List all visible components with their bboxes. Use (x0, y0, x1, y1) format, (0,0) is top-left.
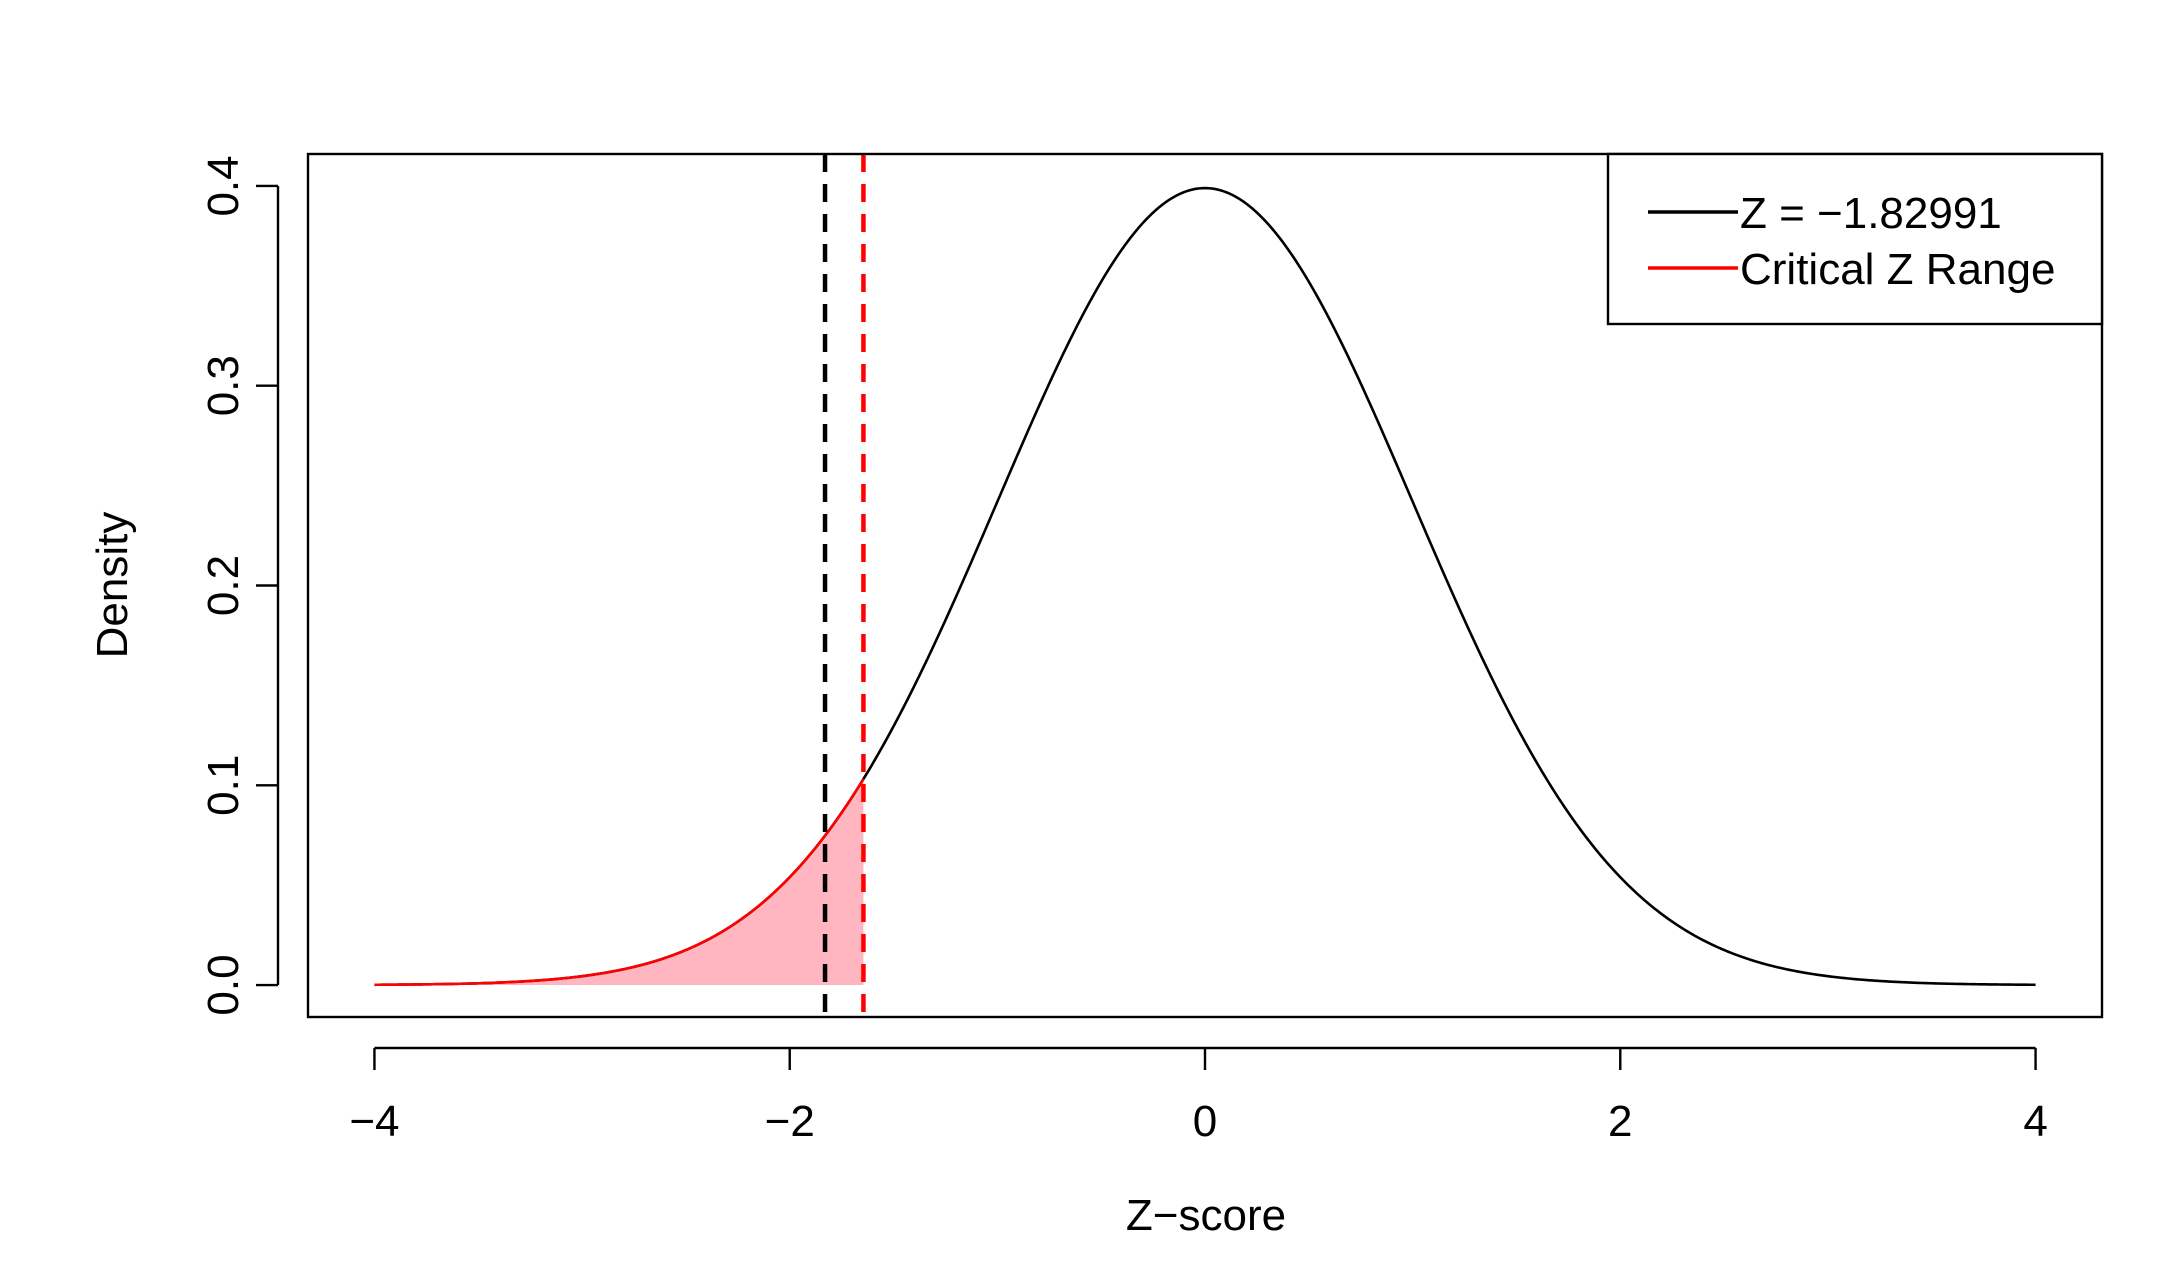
x-tick-label: −4 (349, 1097, 399, 1146)
x-tick-label: 0 (1193, 1097, 1217, 1146)
x-tick-label: 4 (2023, 1097, 2047, 1146)
legend-label-critical: Critical Z Range (1740, 245, 2055, 294)
y-tick-label: 0.0 (199, 954, 248, 1015)
y-axis-title: Density (88, 512, 137, 659)
plot-area (306, 152, 2104, 1019)
legend-box (1606, 152, 2104, 326)
x-tick-label: −2 (765, 1097, 815, 1146)
plot-frame (306, 152, 2104, 1019)
y-tick-label: 0.2 (199, 555, 248, 616)
y-tick-label: 0.4 (199, 155, 248, 216)
x-axis-title: Z−score (1126, 1191, 1286, 1240)
legend-label-z: Z = −1.82991 (1740, 189, 2002, 238)
legend: Z = −1.82991 Critical Z Range (1606, 152, 2104, 326)
critical-region-fill (374, 779, 864, 986)
x-tick-label: 2 (1608, 1097, 1632, 1146)
critical-tail-curve (374, 778, 865, 987)
y-axis: 0.0 0.1 0.2 0.3 0.4 (199, 155, 280, 1016)
y-tick-label: 0.3 (199, 355, 248, 416)
x-axis: −4 −2 0 2 4 (349, 1046, 2048, 1146)
y-tick-label: 0.1 (199, 755, 248, 816)
vertical-lines (822, 154, 866, 1017)
